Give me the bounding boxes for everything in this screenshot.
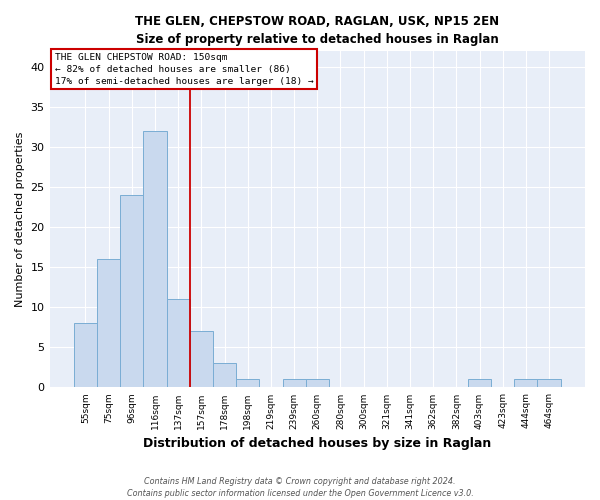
Bar [514,380,538,388]
Bar [468,380,491,388]
Text: Contains HM Land Registry data © Crown copyright and database right 2024.
Contai: Contains HM Land Registry data © Crown c… [127,476,473,498]
Bar [74,324,97,388]
Bar [236,380,259,388]
Y-axis label: Number of detached properties: Number of detached properties [15,132,25,307]
Text: THE GLEN CHEPSTOW ROAD: 150sqm
← 82% of detached houses are smaller (86)
17% of : THE GLEN CHEPSTOW ROAD: 150sqm ← 82% of … [55,53,314,86]
Bar [143,132,167,388]
Bar [167,300,190,388]
Bar [97,260,120,388]
X-axis label: Distribution of detached houses by size in Raglan: Distribution of detached houses by size … [143,437,491,450]
Bar [305,380,329,388]
Title: THE GLEN, CHEPSTOW ROAD, RAGLAN, USK, NP15 2EN
Size of property relative to deta: THE GLEN, CHEPSTOW ROAD, RAGLAN, USK, NP… [135,15,499,46]
Bar [120,196,143,388]
Bar [213,364,236,388]
Bar [538,380,560,388]
Bar [283,380,305,388]
Bar [190,332,213,388]
